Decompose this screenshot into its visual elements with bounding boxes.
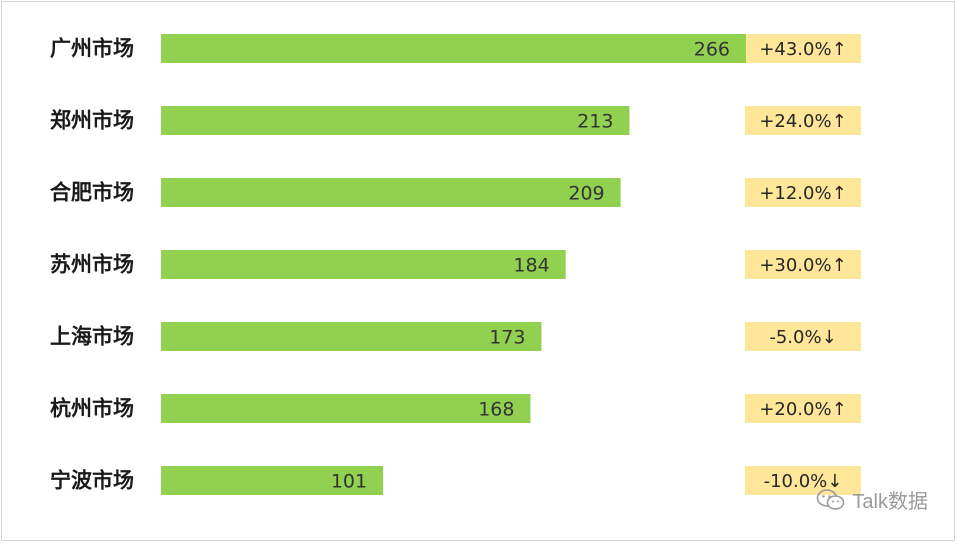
change-label: +20.0%↑ — [759, 399, 846, 420]
change-box — [745, 34, 861, 63]
change-label: +12.0%↑ — [759, 183, 846, 204]
bar — [161, 322, 542, 351]
bar-row: 广州市场 266 +43.0%↑ — [50, 34, 861, 63]
category-label: 合肥市场 — [50, 181, 134, 205]
value-label: 209 — [568, 183, 604, 205]
change-box — [745, 322, 861, 351]
value-label: 168 — [478, 399, 514, 421]
wechat-icon — [817, 488, 845, 510]
watermark-text: Talk数据 — [852, 491, 928, 513]
bar-row: 宁波市场 101 -10.0%↓ — [50, 466, 861, 495]
bar — [161, 34, 746, 63]
bar-row: 郑州市场 213 +24.0%↑ — [50, 106, 861, 135]
bar-row: 合肥市场 209 +12.0%↑ — [50, 178, 861, 207]
bar — [161, 466, 384, 495]
bar-row: 杭州市场 168 +20.0%↑ — [50, 394, 861, 423]
category-label: 郑州市场 — [50, 109, 134, 133]
value-label: 213 — [577, 111, 613, 133]
value-label: 184 — [513, 255, 549, 277]
bar — [161, 394, 531, 423]
category-label: 杭州市场 — [50, 397, 134, 421]
bar-row: 上海市场 173 -5.0%↓ — [50, 322, 861, 351]
change-box — [745, 394, 861, 423]
change-label: -5.0%↓ — [769, 327, 836, 348]
bar — [161, 106, 630, 135]
bar-row: 苏州市场 184 +30.0%↑ — [50, 250, 861, 279]
category-label: 广州市场 — [50, 37, 134, 61]
change-label: -10.0%↓ — [764, 471, 843, 492]
change-box — [745, 250, 861, 279]
category-label: 上海市场 — [50, 325, 134, 349]
change-label: +43.0%↑ — [759, 39, 846, 60]
change-label: +30.0%↑ — [759, 255, 846, 276]
change-box — [745, 106, 861, 135]
category-label: 宁波市场 — [50, 469, 134, 493]
value-label: 173 — [489, 327, 525, 349]
bar — [161, 250, 566, 279]
value-label: 266 — [694, 39, 730, 61]
value-label: 101 — [331, 471, 367, 493]
change-label: +24.0%↑ — [759, 111, 846, 132]
watermark: Talk数据 — [816, 485, 928, 514]
category-label: 苏州市场 — [50, 253, 134, 277]
bar — [161, 178, 621, 207]
change-box — [745, 466, 861, 495]
change-box — [745, 178, 861, 207]
